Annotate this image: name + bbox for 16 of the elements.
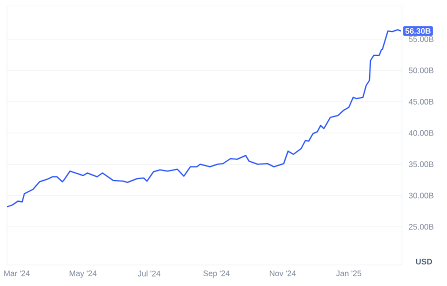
y-tick-label: 30.00B — [408, 192, 434, 198]
y-tick-label: 25.00B — [408, 224, 434, 230]
y-tick-label: 40.00B — [408, 130, 434, 136]
y-axis-title: USD — [416, 258, 432, 264]
y-tick-label: 55.00B — [408, 36, 434, 42]
x-tick-label: Nov '24 — [270, 270, 296, 276]
x-tick-label: Jan '25 — [336, 270, 362, 276]
y-tick-label: 35.00B — [408, 161, 434, 168]
y-tick-label: 50.00B — [408, 68, 434, 74]
x-tick-label: May '24 — [70, 270, 97, 278]
line-series — [6, 29, 402, 208]
x-tick-label: Sep '24 — [203, 270, 230, 278]
annotation: 56.30B — [405, 28, 431, 34]
x-tick-label: Jul '24 — [138, 270, 160, 276]
x-tick-label: Mar '24 — [4, 270, 30, 276]
y-tick-label: 45.00B — [408, 98, 434, 105]
